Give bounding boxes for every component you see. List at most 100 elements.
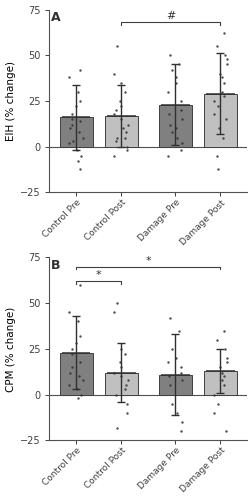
Point [114,134,118,141]
Point [170,128,174,136]
Text: B: B [51,260,61,272]
Point [124,382,128,390]
Point [179,418,183,426]
Point [76,88,80,96]
Point [124,146,128,154]
Point [114,42,118,50]
Bar [203,371,236,394]
Point [211,409,215,417]
Point [174,409,178,417]
Point [224,354,228,362]
Point [67,73,71,81]
Point [112,70,116,78]
Point [125,376,129,384]
Text: #: # [166,12,175,22]
Point [214,152,218,160]
Point [69,363,73,371]
Point [78,332,82,340]
Point [224,358,228,366]
Point [79,390,83,398]
Point [179,363,183,371]
Point [219,88,224,96]
Point [114,424,118,432]
Point [118,345,122,353]
Point [119,363,123,371]
Point [179,116,183,124]
Point [211,110,215,118]
Point [70,116,74,124]
Point [217,70,221,78]
Point [112,110,116,118]
Point [74,146,78,154]
Point [112,152,116,160]
Point [179,97,183,105]
Point [113,390,117,398]
Point [166,88,170,96]
Point [221,92,225,100]
Point [67,308,71,316]
Point [70,345,74,353]
Point [174,134,178,141]
Point [67,382,71,390]
Bar [158,374,191,394]
Point [173,78,177,86]
Y-axis label: EIH (% change): EIH (% change) [6,61,15,141]
Point [70,110,74,118]
Point [122,88,126,96]
Point [74,385,78,393]
Point [119,116,123,124]
Point [170,400,174,408]
Point [224,60,228,68]
Point [113,137,117,145]
Point [168,121,172,129]
Point [78,358,82,366]
Text: *: * [145,256,151,266]
Point [74,340,78,347]
Text: A: A [51,12,61,24]
Point [178,427,182,435]
Point [217,363,221,371]
Point [176,326,180,334]
Point [81,134,85,141]
Point [222,52,226,60]
Point [78,281,82,289]
Bar [158,104,191,146]
Point [173,124,177,132]
Point [124,128,128,136]
Point [166,372,170,380]
Point [215,164,219,172]
Point [222,345,226,353]
Point [179,139,183,147]
Point [166,110,170,118]
Point [166,358,170,366]
Point [222,78,226,86]
Point [124,400,129,408]
Point [169,345,173,353]
Bar [203,94,236,146]
Point [214,42,218,50]
Point [173,73,177,81]
Bar [60,352,92,395]
Point [71,137,75,145]
Point [169,66,173,74]
Point [68,124,72,132]
Point [219,73,223,81]
Point [219,376,224,384]
Point [224,55,228,63]
Point [122,134,126,141]
Point [122,350,126,358]
Bar [105,116,137,146]
Point [76,394,80,402]
Point [222,326,226,334]
Point [178,106,182,114]
Point [122,385,126,393]
Point [119,372,123,380]
Point [124,142,129,150]
Point [166,152,170,160]
Point [219,368,223,376]
Y-axis label: CPM (% change): CPM (% change) [6,306,15,392]
Point [215,400,219,408]
Point [168,52,172,60]
Point [74,102,78,110]
Point [78,117,82,125]
